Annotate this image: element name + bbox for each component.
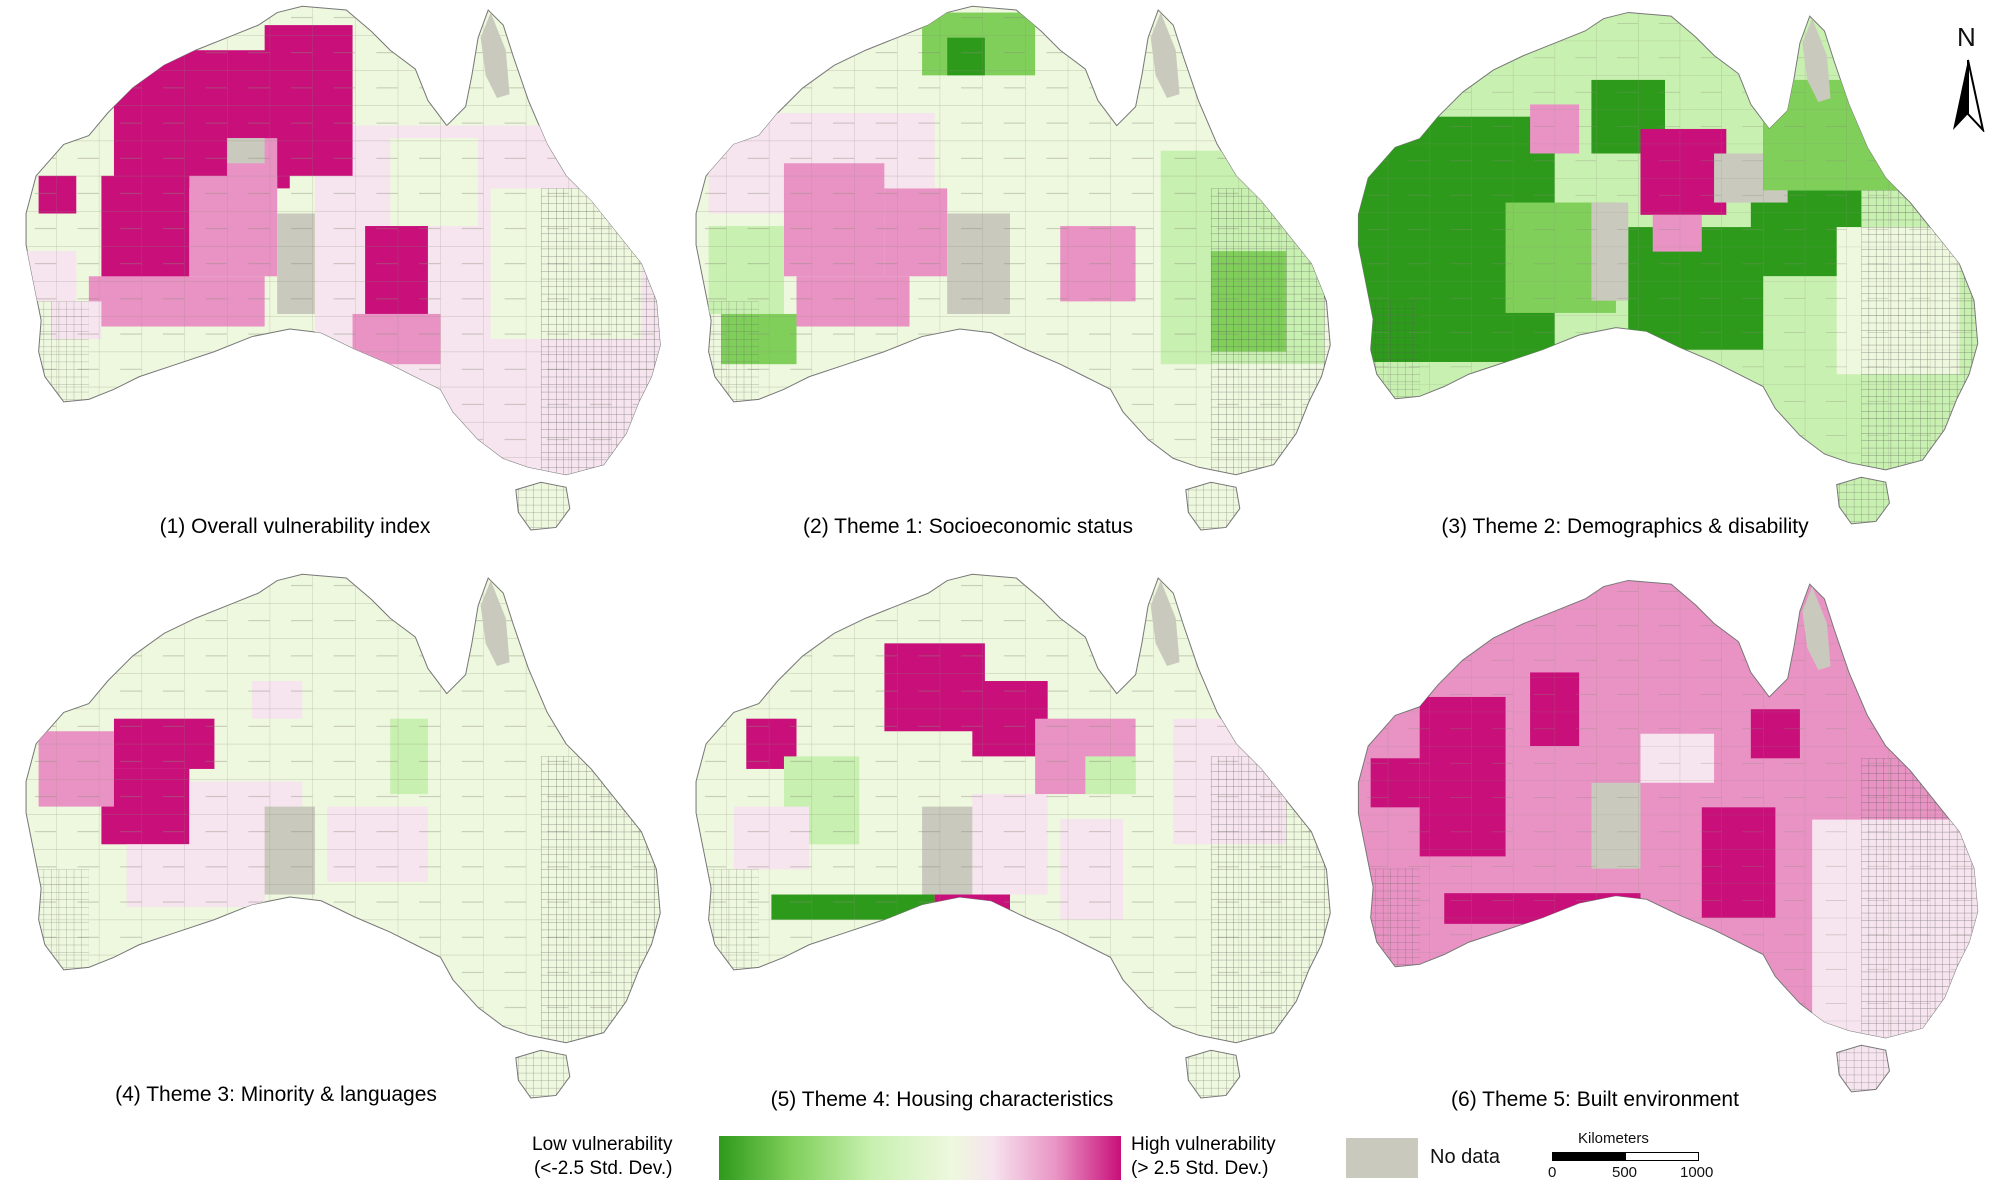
australia-map [25, 573, 661, 1099]
australia-map [1357, 579, 1979, 1093]
scale-tick: 500 [1612, 1164, 1638, 1181]
north-arrow-icon [1953, 59, 1985, 132]
scale-segment [1625, 1152, 1699, 1161]
no-data-swatch [1346, 1138, 1418, 1178]
map-panel-housing [670, 568, 1350, 1108]
scale-bar: Kilometers 0 500 1000 [1548, 1130, 1713, 1186]
vulnerability-color-scale [719, 1136, 1121, 1180]
panel-caption: (2) Theme 1: Socioeconomic status [803, 515, 1133, 538]
panel-caption: (1) Overall vulnerability index [159, 515, 431, 538]
legend-high-label: High vulnerability (> 2.5 Std. Dev.) [1131, 1134, 1276, 1179]
panel-caption: (5) Theme 4: Housing characteristics [770, 1088, 1114, 1111]
north-label: N [1957, 22, 1976, 52]
legend-low-label: Low vulnerability (<-2.5 Std. Dev.) [532, 1134, 673, 1179]
north-arrow: N [1945, 22, 1991, 132]
map-panel-minority [0, 568, 680, 1108]
australia-map [1357, 11, 1979, 525]
panel-caption: (3) Theme 2: Demographics & disability [1441, 515, 1809, 538]
scale-tick: 0 [1548, 1164, 1557, 1181]
map-panel-overall [0, 0, 680, 540]
no-data-label: No data [1430, 1146, 1501, 1168]
australia-map [695, 573, 1331, 1099]
map-panel-socioeconomic [670, 0, 1350, 540]
map-panel-built [1340, 568, 2007, 1108]
australia-map [25, 5, 661, 531]
map-panel-demographics [1340, 0, 2007, 540]
scale-tick: 1000 [1680, 1164, 1714, 1181]
australia-map [695, 5, 1331, 531]
scale-segment [1552, 1152, 1626, 1161]
panel-caption: (4) Theme 3: Minority & languages [115, 1083, 437, 1106]
panel-caption: (6) Theme 5: Built environment [1451, 1088, 1739, 1111]
scale-title: Kilometers [1578, 1130, 1649, 1147]
